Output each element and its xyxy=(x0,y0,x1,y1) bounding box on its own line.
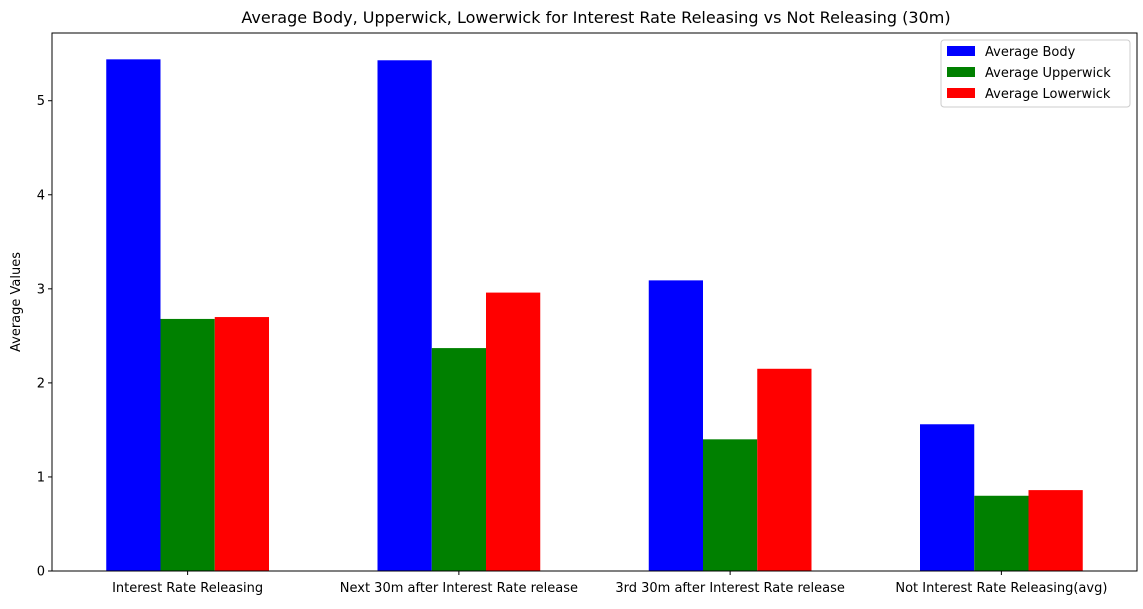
bar-average-lowerwick-3 xyxy=(1028,490,1083,571)
legend-label: Average Lowerwick xyxy=(985,87,1111,102)
y-tick-label: 0 xyxy=(37,565,45,580)
bar-average-upperwick-2 xyxy=(703,439,758,571)
y-tick-label: 3 xyxy=(37,282,45,297)
bar-average-lowerwick-1 xyxy=(486,292,541,571)
bar-average-upperwick-3 xyxy=(974,495,1029,571)
y-tick-label: 1 xyxy=(37,470,45,485)
y-axis-label: Average Values xyxy=(9,252,24,352)
legend-swatch xyxy=(947,46,975,56)
bar-average-lowerwick-0 xyxy=(214,317,269,571)
x-tick-label: Not Interest Rate Releasing(avg) xyxy=(895,581,1107,596)
legend-swatch xyxy=(947,67,975,77)
bar-average-body-1 xyxy=(377,60,432,571)
y-tick-label: 4 xyxy=(37,188,45,203)
x-tick-label: Next 30m after Interest Rate release xyxy=(340,581,578,596)
legend-swatch xyxy=(947,88,975,98)
bar-average-body-2 xyxy=(648,280,703,571)
y-tick-label: 5 xyxy=(37,94,45,109)
legend-label: Average Body xyxy=(985,45,1076,60)
legend: Average Body Average Upperwick Average Low… xyxy=(940,39,1131,108)
x-tick-label: 3rd 30m after Interest Rate release xyxy=(615,581,845,596)
x-tick-label: Interest Rate Releasing xyxy=(112,581,263,596)
legend-box xyxy=(940,39,1131,108)
bar-average-upperwick-1 xyxy=(431,348,486,571)
chart-title: Average Body, Upperwick, Lowerwick for I… xyxy=(241,8,950,27)
bars-group xyxy=(106,59,1083,572)
axes-group: 0 1 2 3 4 5 Interest Rate Releasing Next 30m af… xyxy=(37,32,1138,596)
bar-average-lowerwick-2 xyxy=(757,368,812,571)
bar-average-body-0 xyxy=(106,59,161,572)
plot-frame xyxy=(51,32,1138,572)
bar-average-upperwick-0 xyxy=(160,318,215,571)
y-tick-label: 2 xyxy=(37,376,45,391)
bar-average-body-3 xyxy=(920,424,975,571)
legend-label: Average Upperwick xyxy=(985,66,1111,81)
